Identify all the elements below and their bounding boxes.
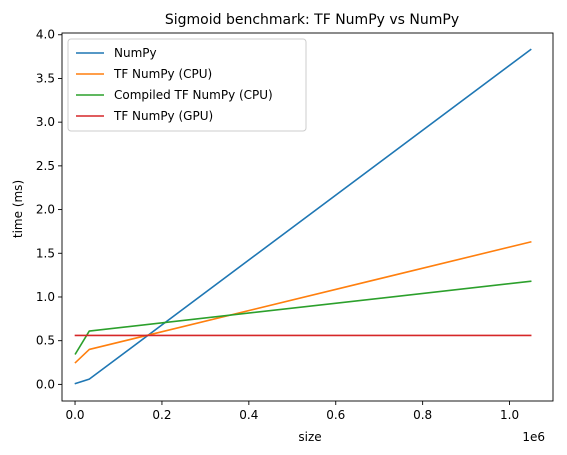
y-tick-label: 0.5 [36, 334, 55, 348]
legend-label-2: TF NumPy (CPU) [113, 67, 212, 81]
chart-title: Sigmoid benchmark: TF NumPy vs NumPy [165, 12, 459, 28]
y-tick-label: 3.5 [36, 71, 55, 85]
y-tick-label: 1.0 [36, 290, 55, 304]
legend-box [67, 38, 307, 132]
x-axis-offset-label: 1e6 [522, 430, 545, 444]
legend-label-1: NumPy [114, 46, 157, 60]
y-tick-label: 2.0 [36, 203, 55, 217]
x-tick-label: 1.0 [500, 408, 519, 422]
x-tick-label: 0.6 [326, 408, 345, 422]
y-tick-label: 3.0 [36, 115, 55, 129]
x-axis: 0.0 0.2 0.4 0.6 0.8 1.0 [65, 401, 519, 422]
series-group [74, 48, 532, 385]
y-tick-label: 0.0 [36, 377, 55, 391]
series-line-3 [74, 280, 532, 355]
x-tick-label: 0.2 [152, 408, 171, 422]
series-line-1 [74, 48, 532, 385]
legend-label-4: TF NumPy (GPU) [113, 109, 213, 123]
y-axis: 0.0 0.5 1.0 1.5 2.0 2.5 3.0 3.5 4.0 [36, 28, 62, 391]
x-tick-label: 0.8 [413, 408, 432, 422]
y-tick-label: 2.5 [36, 159, 55, 173]
series-line-2 [74, 240, 532, 364]
axes-frame [61, 32, 554, 402]
x-axis-label: size [298, 430, 321, 444]
y-axis-label: time (ms) [11, 180, 25, 238]
axes-spines [61, 32, 554, 402]
y-tick-label: 4.0 [36, 28, 55, 42]
legend-label-3: Compiled TF NumPy (CPU) [114, 88, 273, 102]
y-tick-label: 1.5 [36, 246, 55, 260]
x-tick-label: 0.4 [239, 408, 258, 422]
x-tick-label: 0.0 [65, 408, 84, 422]
legend: NumPy TF NumPy (CPU) Compiled TF NumPy (CP… [67, 38, 307, 132]
